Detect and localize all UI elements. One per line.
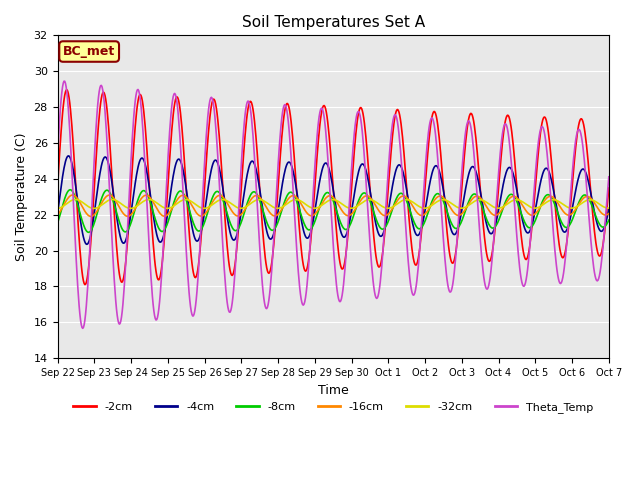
-2cm xyxy=(269,248,277,254)
Theta_Temp xyxy=(120,292,127,298)
-4cm xyxy=(83,241,91,247)
-4cm xyxy=(54,211,61,216)
-4cm xyxy=(120,240,127,246)
-16cm xyxy=(605,211,612,216)
-32cm xyxy=(54,205,61,211)
-32cm xyxy=(220,197,228,203)
-8cm xyxy=(392,198,399,204)
Title: Soil Temperatures Set A: Soil Temperatures Set A xyxy=(241,15,425,30)
-8cm xyxy=(422,215,430,221)
-32cm xyxy=(422,205,429,211)
Line: -16cm: -16cm xyxy=(58,195,609,216)
-8cm xyxy=(605,217,612,223)
-4cm xyxy=(422,201,430,206)
-8cm xyxy=(84,229,92,235)
-16cm xyxy=(54,212,61,218)
Theta_Temp xyxy=(79,325,86,331)
-32cm xyxy=(119,202,127,208)
-32cm xyxy=(605,205,612,211)
Line: -8cm: -8cm xyxy=(58,190,609,232)
Theta_Temp xyxy=(54,154,61,160)
-2cm xyxy=(81,282,89,288)
-16cm xyxy=(269,213,277,218)
-32cm xyxy=(248,200,255,206)
Theta_Temp xyxy=(221,276,229,282)
X-axis label: Time: Time xyxy=(318,384,349,396)
-32cm xyxy=(72,197,79,203)
-16cm xyxy=(392,201,399,207)
-4cm xyxy=(605,206,612,212)
Theta_Temp xyxy=(60,78,68,84)
Theta_Temp xyxy=(422,153,430,158)
-16cm xyxy=(68,192,76,198)
-2cm xyxy=(221,216,229,221)
-2cm xyxy=(120,275,127,280)
-8cm xyxy=(54,220,61,226)
-2cm xyxy=(392,112,399,118)
Theta_Temp xyxy=(605,174,612,180)
-16cm xyxy=(422,210,430,216)
-2cm xyxy=(248,103,256,108)
Theta_Temp xyxy=(248,124,256,130)
-2cm xyxy=(422,169,430,175)
Line: -32cm: -32cm xyxy=(58,200,609,208)
Text: BC_met: BC_met xyxy=(63,45,115,58)
Theta_Temp xyxy=(269,246,277,252)
Line: -4cm: -4cm xyxy=(58,156,609,244)
-4cm xyxy=(269,233,277,239)
-2cm xyxy=(605,185,612,191)
-16cm xyxy=(87,214,95,219)
-4cm xyxy=(65,153,72,159)
Line: -2cm: -2cm xyxy=(58,90,609,285)
-32cm xyxy=(269,204,276,210)
-16cm xyxy=(120,211,127,217)
Line: Theta_Temp: Theta_Temp xyxy=(58,81,609,328)
-32cm xyxy=(391,203,399,209)
-4cm xyxy=(392,169,399,175)
-8cm xyxy=(221,204,229,209)
-4cm xyxy=(248,158,256,164)
-4cm xyxy=(221,200,229,205)
-16cm xyxy=(248,195,256,201)
-16cm xyxy=(221,197,229,203)
-8cm xyxy=(67,187,74,192)
-8cm xyxy=(269,227,277,233)
Y-axis label: Soil Temperature (C): Soil Temperature (C) xyxy=(15,132,28,261)
-8cm xyxy=(248,190,256,195)
Theta_Temp xyxy=(392,112,399,118)
-8cm xyxy=(120,228,127,234)
Legend: -2cm, -4cm, -8cm, -16cm, -32cm, Theta_Temp: -2cm, -4cm, -8cm, -16cm, -32cm, Theta_Te… xyxy=(69,397,597,417)
-2cm xyxy=(63,87,70,93)
-2cm xyxy=(54,185,61,191)
